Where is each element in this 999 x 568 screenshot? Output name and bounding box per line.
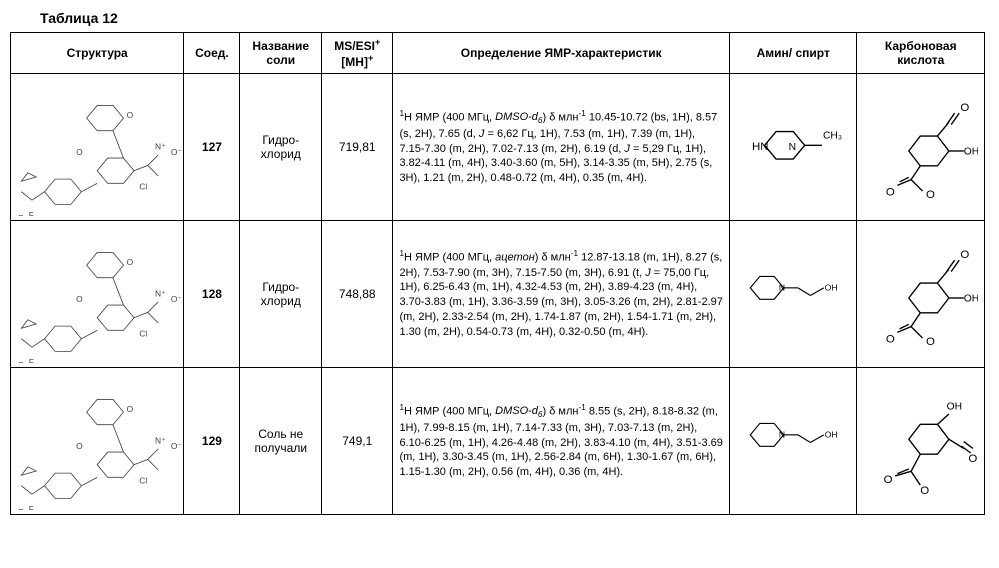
cell-amine: N OH bbox=[730, 368, 857, 515]
svg-text:Cl: Cl bbox=[139, 476, 147, 486]
svg-text:F: F bbox=[29, 357, 34, 363]
cell-nmr: 1H ЯМР (400 МГц, DMSO-d6) δ млн-1 10.45-… bbox=[393, 74, 730, 221]
th-ms: MS/ESI+ [MH]+ bbox=[322, 33, 393, 74]
th-compound: Соед. bbox=[184, 33, 240, 74]
cell-acid: OH O O O bbox=[857, 368, 985, 515]
header-row: Структура Соед. Название соли MS/ESI+ [M… bbox=[11, 33, 985, 74]
cell-ms: 719,81 bbox=[322, 74, 393, 221]
svg-text:O: O bbox=[127, 257, 134, 267]
cell-nmr: 1H ЯМР (400 МГц, ацетон) δ млн-1 12.87-1… bbox=[393, 221, 730, 368]
svg-text:F: F bbox=[29, 504, 34, 510]
cell-nmr: 1H ЯМР (400 МГц, DMSO-d6) δ млн-1 8.55 (… bbox=[393, 368, 730, 515]
svg-text:N⁺: N⁺ bbox=[155, 142, 166, 152]
svg-text:OH: OH bbox=[947, 402, 962, 413]
svg-text:O: O bbox=[76, 294, 83, 304]
svg-text:N: N bbox=[779, 430, 785, 440]
svg-text:O: O bbox=[926, 189, 935, 201]
cell-amine: HN N CH₃ bbox=[730, 74, 857, 221]
cell-ms: 749,1 bbox=[322, 368, 393, 515]
svg-text:O: O bbox=[886, 187, 895, 199]
cell-salt: Соль не получали bbox=[240, 368, 322, 515]
cell-structure: F F Cl N⁺ O⁻ O O bbox=[11, 221, 184, 368]
cell-compound: 127 bbox=[184, 74, 240, 221]
svg-text:O⁻: O⁻ bbox=[171, 294, 182, 304]
cell-compound: 129 bbox=[184, 368, 240, 515]
svg-text:F: F bbox=[29, 210, 34, 216]
svg-text:O: O bbox=[76, 147, 83, 157]
svg-text:O: O bbox=[961, 102, 970, 114]
table-row: F F Cl N⁺ O⁻ O O 129Соль не получали749,11H ЯМР… bbox=[11, 368, 985, 515]
svg-text:OH: OH bbox=[964, 294, 978, 305]
svg-text:OH: OH bbox=[964, 147, 978, 158]
th-acid: Карбоновая кислота bbox=[857, 33, 985, 74]
svg-text:CH₃: CH₃ bbox=[823, 131, 842, 142]
svg-text:N⁺: N⁺ bbox=[155, 436, 166, 446]
cell-acid: O O O OH bbox=[857, 74, 985, 221]
th-structure: Структура bbox=[11, 33, 184, 74]
svg-text:N: N bbox=[789, 142, 796, 153]
th-nmr: Определение ЯМР-характеристик bbox=[393, 33, 730, 74]
svg-text:OH: OH bbox=[825, 430, 838, 440]
th-amine: Амин/ спирт bbox=[730, 33, 857, 74]
cell-structure: F F Cl N⁺ O⁻ O O bbox=[11, 368, 184, 515]
svg-text:O: O bbox=[76, 441, 83, 451]
svg-text:O⁻: O⁻ bbox=[171, 147, 182, 157]
svg-text:O: O bbox=[921, 485, 930, 496]
svg-text:N: N bbox=[779, 283, 785, 293]
svg-text:F: F bbox=[18, 360, 23, 363]
svg-text:F: F bbox=[18, 507, 23, 510]
svg-text:O: O bbox=[961, 249, 970, 261]
cell-compound: 128 bbox=[184, 221, 240, 368]
svg-text:O⁻: O⁻ bbox=[171, 441, 182, 451]
cell-ms: 748,88 bbox=[322, 221, 393, 368]
svg-text:OH: OH bbox=[825, 283, 838, 293]
svg-text:O: O bbox=[926, 336, 935, 348]
svg-text:O: O bbox=[127, 404, 134, 414]
table-title: Таблица 12 bbox=[40, 10, 989, 26]
data-table: Структура Соед. Название соли MS/ESI+ [M… bbox=[10, 32, 985, 515]
cell-salt: Гидро-хлорид bbox=[240, 74, 322, 221]
th-salt: Название соли bbox=[240, 33, 322, 74]
svg-text:HN: HN bbox=[752, 141, 769, 153]
table-row: F F Cl N⁺ O⁻ O O 127Гидро-хлорид719,811H ЯМР (4… bbox=[11, 74, 985, 221]
cell-amine: N OH bbox=[730, 221, 857, 368]
cell-structure: F F Cl N⁺ O⁻ O O bbox=[11, 74, 184, 221]
svg-text:O: O bbox=[886, 334, 895, 346]
svg-text:Cl: Cl bbox=[139, 329, 147, 339]
svg-text:O: O bbox=[969, 453, 978, 465]
table-row: F F Cl N⁺ O⁻ O O 128Гидро-хлорид748,881H ЯМР (4… bbox=[11, 221, 985, 368]
svg-text:F: F bbox=[18, 213, 23, 216]
svg-text:N⁺: N⁺ bbox=[155, 289, 166, 299]
svg-text:O: O bbox=[127, 110, 134, 120]
cell-salt: Гидро-хлорид bbox=[240, 221, 322, 368]
svg-text:Cl: Cl bbox=[139, 182, 147, 192]
cell-acid: O O O OH bbox=[857, 221, 985, 368]
svg-text:O: O bbox=[884, 474, 893, 486]
